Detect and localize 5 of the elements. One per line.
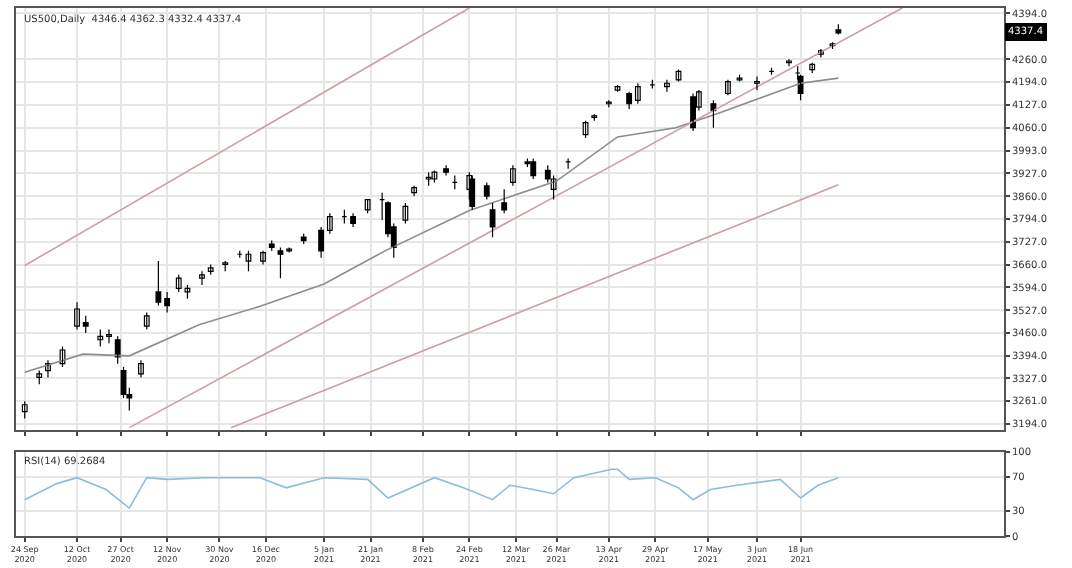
candlestick	[489, 202, 496, 238]
line-series	[23, 77, 840, 374]
line-series	[23, 468, 840, 509]
candlestick	[155, 260, 162, 307]
candlestick	[277, 246, 284, 279]
